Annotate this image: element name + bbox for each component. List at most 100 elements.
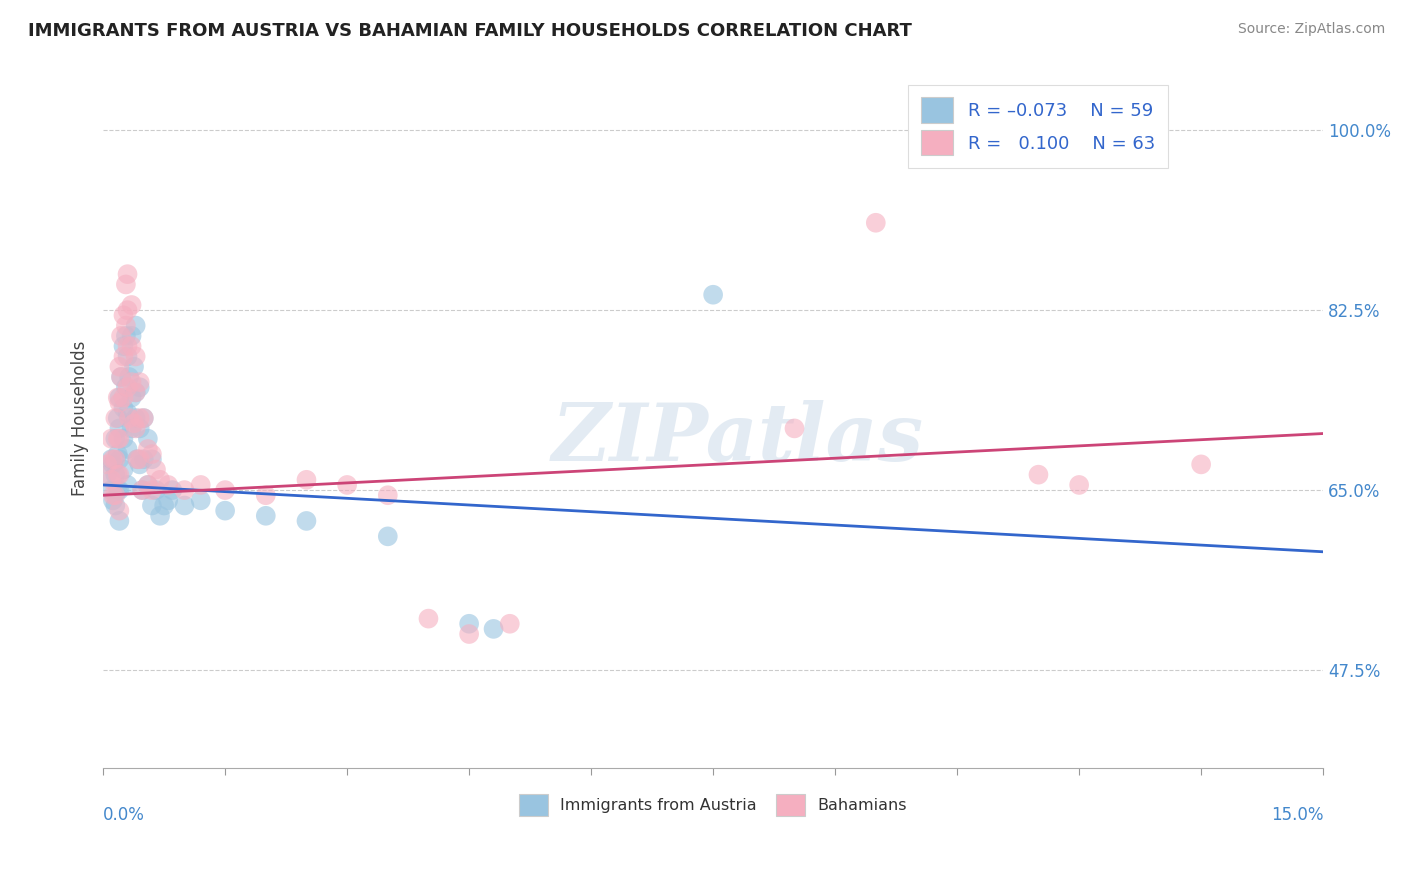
Point [112,308,135,322]
Point [121,298,143,312]
Legend: Immigrants from Austria, Bahamians: Immigrants from Austria, Bahamians [513,788,914,822]
Point [104,432,127,446]
Point [104,452,127,467]
Point [115,329,138,343]
Text: 15.0%: 15.0% [1271,806,1323,824]
Point [136,432,159,446]
Point [458,616,481,631]
Point [124,385,146,400]
Point [108,514,131,528]
Point [108,421,131,435]
Point [108,432,131,446]
Point [101,488,124,502]
Point [107,391,129,405]
Point [145,462,167,476]
Point [145,483,167,497]
Point [110,329,132,343]
Point [173,483,195,497]
Point [115,380,138,394]
Point [128,380,150,394]
Point [121,391,143,405]
Point [117,442,139,456]
Point [141,483,163,497]
Point [121,329,143,343]
Point [157,478,180,492]
Point [96,467,118,482]
Point [157,493,180,508]
Point [153,499,176,513]
Point [1189,458,1212,472]
Point [122,416,145,430]
Point [136,442,159,456]
Point [458,627,481,641]
Point [100,432,122,446]
Point [132,411,155,425]
Point [110,370,132,384]
Point [336,478,359,492]
Point [190,478,212,492]
Point [254,488,277,502]
Point [108,483,131,497]
Point [141,452,163,467]
Text: 0.0%: 0.0% [103,806,145,824]
Point [482,622,505,636]
Point [117,406,139,420]
Point [214,483,236,497]
Point [107,447,129,461]
Point [128,458,150,472]
Point [127,452,149,467]
Point [104,467,127,482]
Point [149,473,172,487]
Point [124,385,146,400]
Point [115,277,138,292]
Point [499,616,522,631]
Point [132,452,155,467]
Point [108,452,131,467]
Text: Source: ZipAtlas.com: Source: ZipAtlas.com [1237,22,1385,37]
Point [100,483,122,497]
Point [865,216,887,230]
Point [112,401,135,415]
Point [107,483,129,497]
Point [124,350,146,364]
Point [136,478,159,492]
Point [117,267,139,281]
Point [136,478,159,492]
Point [173,499,195,513]
Point [124,411,146,425]
Point [128,375,150,389]
Point [128,452,150,467]
Point [117,380,139,394]
Point [117,350,139,364]
Point [100,473,122,487]
Point [101,452,124,467]
Point [149,508,172,523]
Point [107,411,129,425]
Point [112,350,135,364]
Point [110,370,132,384]
Point [112,462,135,476]
Point [128,421,150,435]
Point [104,411,127,425]
Point [117,478,139,492]
Point [107,467,129,482]
Point [112,391,135,405]
Point [112,432,135,446]
Point [254,508,277,523]
Point [108,391,131,405]
Point [124,421,146,435]
Point [121,375,143,389]
Point [124,318,146,333]
Point [104,499,127,513]
Point [162,483,184,497]
Point [377,488,399,502]
Point [190,493,212,508]
Point [108,503,131,517]
Point [112,339,135,353]
Point [214,503,236,517]
Point [1069,478,1091,492]
Point [108,467,131,482]
Point [101,493,124,508]
Point [117,339,139,353]
Y-axis label: Family Households: Family Households [72,341,89,496]
